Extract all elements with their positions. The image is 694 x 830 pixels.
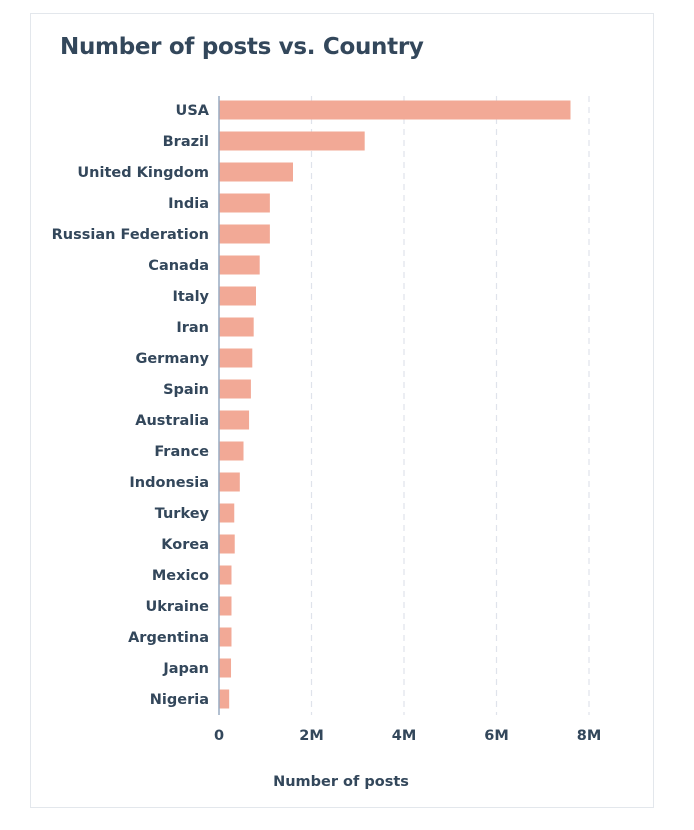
category-label: Nigeria — [150, 692, 209, 708]
category-label: France — [154, 444, 209, 460]
bar — [219, 224, 270, 244]
x-tick-label: 2M — [299, 728, 324, 744]
bar — [219, 162, 293, 182]
bar — [219, 255, 260, 275]
category-label: Spain — [163, 382, 209, 398]
x-tick-label: 0 — [214, 728, 224, 744]
category-label: Germany — [135, 351, 209, 367]
x-tick-labels: 0 2M 4M 6M 8M — [214, 728, 601, 744]
category-label: India — [168, 196, 209, 212]
category-label: Iran — [176, 320, 209, 336]
category-label: Indonesia — [129, 475, 209, 491]
bar — [219, 441, 244, 461]
category-label: Ukraine — [146, 599, 210, 615]
bar — [219, 658, 232, 678]
bar — [219, 286, 256, 306]
x-axis-title: Number of posts — [273, 774, 409, 790]
category-labels: USA Brazil United Kingdom India Russian Fede… — [52, 103, 210, 708]
category-label: Russian Federation — [52, 227, 209, 243]
category-label: Canada — [148, 258, 209, 274]
bar — [219, 472, 240, 492]
category-label: Mexico — [152, 568, 209, 584]
bar — [219, 193, 270, 213]
chart-title: Number of posts vs. Country — [60, 34, 424, 60]
category-label: Brazil — [163, 134, 209, 150]
bar — [219, 348, 253, 368]
bar — [219, 689, 230, 709]
bar — [219, 565, 232, 585]
x-tick-label: 4M — [392, 728, 417, 744]
x-tick-label: 6M — [484, 728, 509, 744]
bars — [219, 100, 571, 709]
bar — [219, 317, 254, 337]
bar — [219, 131, 365, 151]
bar — [219, 503, 235, 523]
bar — [219, 410, 250, 430]
category-label: Australia — [135, 413, 209, 429]
bar — [219, 379, 251, 399]
category-label: Turkey — [155, 506, 210, 522]
bar — [219, 596, 232, 616]
bar — [219, 534, 235, 554]
category-label: Argentina — [128, 630, 209, 646]
bar — [219, 627, 232, 647]
category-label: Korea — [161, 537, 209, 553]
grid-lines — [310, 96, 590, 715]
category-label: Japan — [162, 661, 209, 677]
category-label: Italy — [172, 289, 209, 305]
category-label: United Kingdom — [77, 165, 209, 181]
category-label: USA — [176, 103, 210, 119]
x-tick-label: 8M — [577, 728, 602, 744]
bar — [219, 100, 571, 120]
